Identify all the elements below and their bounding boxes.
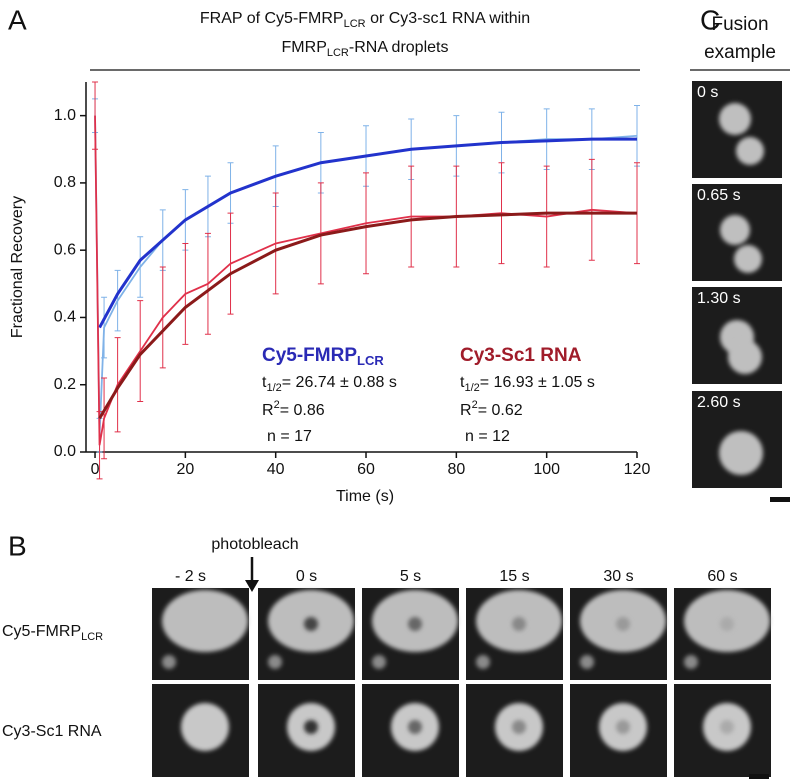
droplet — [181, 703, 229, 751]
title-part: FMRP — [282, 39, 327, 56]
stat-part: R — [460, 402, 472, 419]
row-label: Cy3-Sc1 RNA — [2, 723, 102, 740]
droplet — [162, 590, 248, 652]
bleach-spot — [720, 720, 734, 734]
label-part: LCR — [357, 353, 384, 368]
stat-part: 2 — [274, 399, 280, 411]
droplet — [580, 655, 594, 669]
droplet — [728, 340, 762, 374]
stat-part: = 16.93 ± 1.05 s — [480, 374, 595, 391]
title-part: or Cy3-sc1 RNA within — [366, 10, 531, 27]
title-part: FRAP of Cy5-FMRP — [200, 10, 344, 27]
droplet — [719, 431, 763, 475]
label-part: LCR — [81, 631, 103, 643]
droplet — [734, 245, 762, 273]
bleach-spot — [408, 720, 422, 734]
stat-part: 2 — [472, 399, 478, 411]
bleach-spot — [408, 617, 422, 631]
time-label: 15 s — [499, 568, 529, 585]
stat-part: t — [460, 374, 465, 391]
y-axis-title: Fractional Recovery — [9, 196, 26, 338]
time-label: 30 s — [603, 568, 633, 585]
frame-label: 0.65 s — [697, 187, 741, 204]
chart-title: FMRPLCR-RNA droplets — [282, 39, 449, 59]
droplet — [720, 215, 750, 245]
stat-part: 1/2 — [266, 382, 281, 394]
time-label: 5 s — [400, 568, 421, 585]
frame-label: 1.30 s — [697, 290, 741, 307]
y-tick-label: 0.2 — [54, 376, 76, 393]
title-part: LCR — [344, 18, 366, 30]
panel-title: Fusion — [711, 14, 768, 35]
stat-part: = 0.86 — [280, 402, 325, 419]
row-label: Cy5-FMRPLCR — [2, 623, 103, 643]
panel-title: example — [704, 42, 776, 63]
bleach-spot — [720, 617, 734, 631]
stat: t1/2= 16.93 ± 1.05 s — [460, 374, 595, 394]
bleach-spot — [512, 617, 526, 631]
frame-label: 0 s — [697, 84, 718, 101]
arrow-label: photobleach — [211, 536, 298, 553]
y-tick-label: 0.6 — [54, 241, 76, 258]
x-tick-label: 100 — [533, 461, 560, 478]
x-tick-label: 20 — [176, 461, 194, 478]
stat-part: = 0.62 — [478, 402, 523, 419]
droplet — [719, 103, 751, 135]
x-tick-label: 80 — [447, 461, 465, 478]
y-tick-label: 1.0 — [54, 107, 76, 124]
stat-part: 1/2 — [464, 382, 479, 394]
title-part: LCR — [327, 47, 349, 59]
y-tick-label: 0.0 — [54, 443, 76, 460]
bleach-spot — [304, 617, 318, 631]
time-label: 60 s — [707, 568, 737, 585]
droplet — [476, 655, 490, 669]
arrow-head — [245, 580, 259, 592]
y-tick-label: 0.8 — [54, 174, 76, 191]
stat-part: t — [262, 374, 267, 391]
series-label: Cy5-FMRPLCR — [262, 345, 384, 368]
bleach-spot — [616, 617, 630, 631]
stat: t1/2= 26.74 ± 0.88 s — [262, 374, 397, 394]
x-tick-label: 0 — [91, 461, 100, 478]
title-part: -RNA droplets — [349, 39, 449, 56]
droplet — [684, 655, 698, 669]
stat: R2= 0.86 — [262, 399, 325, 419]
label-part: Cy5-FMRP — [262, 345, 357, 366]
bleach-spot — [616, 720, 630, 734]
label-part: Cy5-FMRP — [2, 623, 81, 640]
droplet — [268, 655, 282, 669]
stat: n = 17 — [267, 428, 312, 445]
stat: n = 12 — [465, 428, 510, 445]
chart-title: FRAP of Cy5-FMRPLCR or Cy3-sc1 RNA withi… — [200, 10, 530, 30]
panel-label: C — [700, 4, 720, 35]
fit-line — [98, 137, 637, 329]
x-axis-title: Time (s) — [336, 488, 394, 505]
x-tick-label: 60 — [357, 461, 375, 478]
series-label: Cy3-Sc1 RNA — [460, 345, 582, 366]
y-tick-label: 0.4 — [54, 309, 76, 326]
frame-label: 2.60 s — [697, 394, 741, 411]
droplet — [372, 655, 386, 669]
fit-line — [98, 211, 637, 420]
x-tick-label: 40 — [267, 461, 285, 478]
scale-bar — [770, 497, 790, 502]
time-label: 0 s — [296, 568, 317, 585]
x-tick-label: 120 — [624, 461, 651, 478]
scale-bar — [749, 774, 769, 779]
micrographs: - 2 s 0 s 5 s 15 s 30 s 60 s 0 s 0.65 s 1.30 s 2.… — [152, 81, 782, 777]
panel-label: B — [8, 530, 27, 561]
bleach-spot — [512, 720, 526, 734]
stat-part: = 26.74 ± 0.88 s — [282, 374, 397, 391]
droplet — [736, 137, 764, 165]
panel-label: A — [8, 4, 27, 35]
bleach-spot — [304, 720, 318, 734]
time-label: - 2 s — [175, 568, 206, 585]
stat-part: R — [262, 402, 274, 419]
droplet — [162, 655, 176, 669]
stat: R2= 0.62 — [460, 399, 523, 419]
